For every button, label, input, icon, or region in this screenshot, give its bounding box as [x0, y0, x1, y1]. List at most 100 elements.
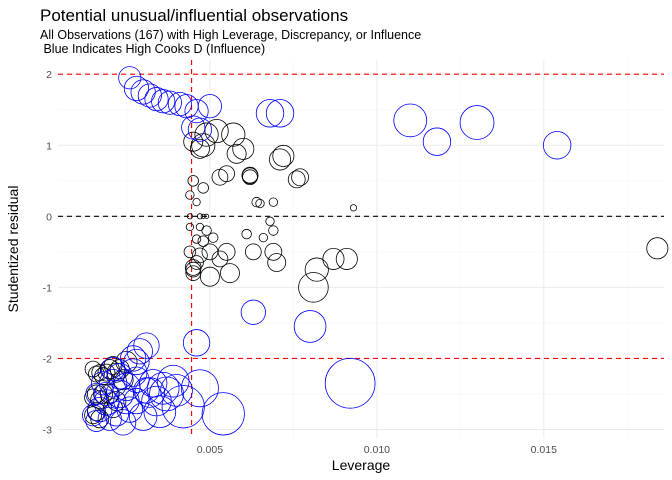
observation-point — [112, 369, 134, 391]
observation-point — [646, 237, 669, 260]
observation-point — [189, 255, 204, 270]
chart-subtitle-line-1: All Observations (167) with High Leverag… — [40, 28, 421, 42]
observation-point — [322, 247, 345, 270]
influential-point — [82, 404, 105, 427]
observation-point — [226, 143, 247, 164]
observation-point — [211, 168, 229, 186]
observation-point — [200, 213, 206, 219]
observation-point — [304, 257, 329, 282]
influential-point — [180, 369, 219, 408]
observation-point — [221, 122, 246, 147]
x-tick-label: 0.010 — [364, 444, 390, 456]
observation-point — [90, 409, 110, 429]
data-points — [82, 66, 669, 436]
influential-point — [113, 387, 140, 415]
influential-point — [187, 117, 212, 142]
observation-point — [186, 213, 193, 220]
influential-point — [324, 357, 376, 409]
observation-point — [195, 222, 205, 232]
observation-point — [268, 225, 279, 236]
influential-point — [459, 105, 495, 140]
observation-point — [264, 242, 283, 261]
observation-point — [258, 232, 268, 243]
observation-point — [196, 213, 203, 220]
influential-point — [160, 374, 193, 407]
observation-point — [349, 204, 358, 212]
observation-point — [335, 247, 358, 270]
influential-point — [157, 90, 182, 115]
y-tick-label: -1 — [43, 282, 52, 294]
x-axis-title: Leverage — [332, 457, 391, 473]
observation-point — [185, 265, 202, 281]
influential-point — [109, 409, 137, 436]
observation-point — [93, 384, 114, 404]
observation-point — [251, 196, 262, 208]
influential-point — [101, 357, 126, 382]
observation-point — [99, 359, 120, 380]
observation-point — [268, 197, 278, 207]
y-tick-label: 1 — [46, 140, 52, 152]
influential-point — [94, 381, 119, 407]
observation-point — [197, 235, 209, 247]
observation-point — [298, 272, 329, 303]
observation-point — [220, 263, 240, 284]
observation-point — [267, 253, 287, 272]
observation-point — [241, 166, 259, 184]
observation-point — [242, 169, 258, 186]
observation-point — [291, 168, 309, 187]
influential-point — [197, 94, 222, 119]
observation-point — [185, 261, 202, 278]
observation-point — [241, 228, 252, 240]
influential-point — [123, 75, 150, 102]
influential-point — [87, 396, 113, 423]
influential-point — [255, 99, 285, 128]
observation-point — [185, 222, 194, 232]
influential-point — [182, 329, 211, 357]
x-tick-label: 0.005 — [197, 444, 223, 456]
observation-point — [191, 234, 202, 244]
influential-point — [156, 364, 190, 398]
observation-point — [199, 266, 220, 287]
influential-point — [118, 66, 142, 90]
observation-point — [211, 250, 229, 268]
chart-subtitle-line-2: Blue Indicates High Cooks D (Influence) — [40, 42, 265, 56]
observation-point — [244, 243, 262, 261]
observation-point — [183, 245, 197, 259]
influential-point — [85, 382, 108, 405]
influential-point — [201, 392, 245, 436]
observation-point — [241, 167, 259, 185]
observation-point — [187, 175, 199, 187]
observation-point — [185, 190, 195, 200]
influential-point — [120, 345, 147, 372]
influential-point — [393, 103, 428, 138]
observation-point — [201, 243, 219, 261]
observation-point — [115, 350, 138, 373]
influential-point — [106, 363, 133, 390]
observation-point — [183, 131, 204, 152]
x-tick-label: 0.015 — [531, 444, 557, 456]
observation-point — [272, 144, 295, 167]
influential-point — [181, 115, 206, 140]
influential-point — [141, 385, 172, 417]
observation-point — [184, 259, 202, 276]
influential-point — [143, 395, 177, 429]
influential-point — [542, 131, 572, 160]
observation-point — [189, 138, 210, 159]
observation-point — [204, 118, 229, 144]
observation-point — [197, 182, 209, 194]
influential-point — [422, 127, 452, 156]
influential-point — [126, 338, 153, 365]
influential-point — [161, 385, 205, 429]
y-axis-title: Studentized residual — [5, 186, 21, 313]
influential-point — [174, 94, 199, 119]
observation-point — [287, 170, 306, 189]
influential-point — [123, 387, 150, 415]
reference-lines — [58, 60, 664, 438]
influential-point — [293, 310, 327, 343]
influential-point — [123, 366, 150, 393]
influential-point — [167, 91, 192, 117]
influential-point — [144, 87, 169, 112]
observation-point — [208, 232, 219, 243]
influential-point — [149, 376, 184, 412]
